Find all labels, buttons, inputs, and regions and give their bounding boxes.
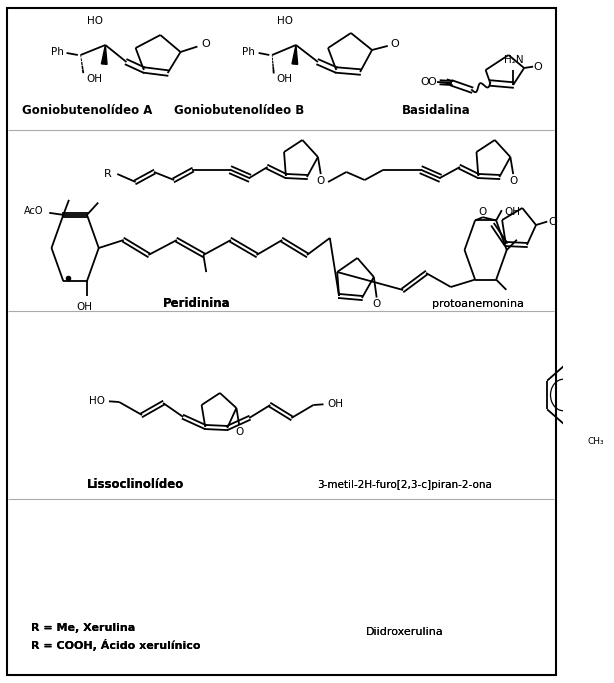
Text: AcO: AcO xyxy=(24,206,44,217)
Text: Goniobutenolídeo B: Goniobutenolídeo B xyxy=(174,104,304,117)
Text: R: R xyxy=(104,169,112,179)
Polygon shape xyxy=(101,45,107,64)
Text: Goniobutenolídeo A: Goniobutenolídeo A xyxy=(22,104,152,117)
Text: Ph: Ph xyxy=(243,46,255,57)
Text: R = Me, Xerulina: R = Me, Xerulina xyxy=(31,624,135,633)
Text: O: O xyxy=(420,77,429,87)
Text: 3-metil-2H-furo[2,3-c]piran-2-ona: 3-metil-2H-furo[2,3-c]piran-2-ona xyxy=(317,480,492,490)
Text: Peridinina: Peridinina xyxy=(163,297,231,311)
Text: H₂N: H₂N xyxy=(505,55,524,64)
Text: OH: OH xyxy=(505,207,521,217)
Text: CH₃: CH₃ xyxy=(587,437,604,447)
Text: Diidroxerulina: Diidroxerulina xyxy=(366,627,444,637)
Text: O: O xyxy=(548,217,558,227)
Text: Ph: Ph xyxy=(51,46,64,57)
Text: 3-metil-2H-furo[2,3-c]piran-2-ona: 3-metil-2H-furo[2,3-c]piran-2-ona xyxy=(317,480,492,490)
Text: HO: HO xyxy=(87,16,103,26)
Text: O: O xyxy=(534,61,543,72)
Text: O: O xyxy=(317,176,325,186)
Text: R = COOH, Ácido xerulínico: R = COOH, Ácido xerulínico xyxy=(31,639,200,652)
Text: O: O xyxy=(391,39,400,49)
Text: Basidalina: Basidalina xyxy=(402,104,470,117)
Polygon shape xyxy=(292,45,298,64)
Text: HO: HO xyxy=(277,16,293,26)
Text: R = Me, Xerulina: R = Me, Xerulina xyxy=(31,624,135,633)
Text: OH: OH xyxy=(277,74,293,84)
Text: Diidroxerulina: Diidroxerulina xyxy=(366,627,444,637)
Text: O: O xyxy=(373,299,381,309)
Text: OH: OH xyxy=(76,302,92,311)
Text: OH: OH xyxy=(86,74,103,84)
Text: protoanemonina: protoanemonina xyxy=(432,299,524,309)
Text: O: O xyxy=(509,176,518,186)
Text: O: O xyxy=(427,77,436,87)
Text: R = COOH, Ácido xerulínico: R = COOH, Ácido xerulínico xyxy=(31,639,200,652)
Text: OH: OH xyxy=(327,399,343,408)
Text: O: O xyxy=(479,208,487,217)
Text: Lissoclinolídeo: Lissoclinolídeo xyxy=(87,478,184,492)
Text: Peridinina: Peridinina xyxy=(163,297,231,311)
Text: O: O xyxy=(235,427,243,437)
Text: O: O xyxy=(201,40,209,49)
Text: protoanemonina: protoanemonina xyxy=(432,299,524,309)
Text: HO: HO xyxy=(89,395,105,406)
Text: Lissoclinolídeo: Lissoclinolídeo xyxy=(87,478,184,492)
